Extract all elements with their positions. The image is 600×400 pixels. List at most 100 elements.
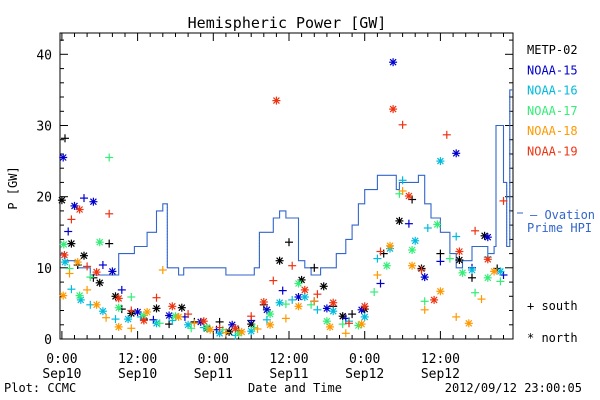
data-point-metp-02	[285, 238, 293, 247]
data-point-noaa-17	[408, 246, 417, 254]
x-tick-time-label: 12:00	[421, 352, 460, 367]
data-point-noaa-17	[281, 300, 290, 309]
data-point-noaa-16	[329, 307, 338, 316]
data-point-noaa-16	[111, 315, 120, 324]
data-point-noaa-19	[259, 298, 268, 306]
data-point-noaa-18	[127, 324, 136, 333]
data-point-noaa-16	[168, 316, 177, 325]
ovation-hpi-line	[60, 89, 513, 276]
legend-item-ovation-hpi-line2: Prime HPI	[527, 221, 592, 235]
data-point-noaa-15	[376, 279, 385, 288]
legend-symbol-north: * north	[527, 331, 578, 345]
legend-item-noaa-16: NOAA-16	[527, 84, 578, 98]
x-tick-date-label: Sep10	[118, 367, 157, 382]
data-point-noaa-18	[464, 319, 473, 328]
data-point-noaa-19	[499, 196, 508, 205]
data-point-noaa-19	[329, 298, 338, 307]
data-point-noaa-19	[231, 324, 240, 333]
data-point-metp-02	[319, 282, 328, 291]
data-point-noaa-19	[114, 294, 123, 303]
data-point-noaa-19	[471, 226, 480, 235]
data-point-noaa-18	[452, 312, 461, 321]
x-tick-time-label: 0:00	[46, 352, 77, 367]
data-point-noaa-17	[483, 273, 492, 282]
data-point-noaa-16	[262, 315, 271, 324]
data-point-noaa-19	[360, 302, 369, 311]
data-point-noaa-18	[477, 295, 486, 304]
data-point-noaa-18	[190, 319, 199, 328]
data-point-noaa-17	[382, 261, 391, 270]
data-point-noaa-17	[59, 240, 68, 249]
data-point-noaa-18	[490, 267, 499, 276]
data-point-noaa-15	[59, 153, 68, 162]
data-point-noaa-15	[278, 286, 287, 295]
data-point-noaa-15	[420, 273, 429, 282]
plot-area	[59, 32, 514, 340]
data-point-noaa-15	[89, 197, 98, 206]
data-point-noaa-19	[105, 209, 114, 218]
x-tick-date-label: Sep10	[42, 367, 81, 382]
data-point-noaa-19	[455, 247, 464, 256]
legend-item-noaa-19: NOAA-19	[527, 145, 578, 159]
data-point-noaa-15	[108, 267, 117, 276]
data-point-noaa-16	[423, 224, 432, 232]
data-point-noaa-18	[341, 329, 350, 338]
data-point-noaa-18	[143, 308, 152, 316]
data-point-noaa-17	[155, 319, 164, 328]
data-point-noaa-17	[127, 293, 136, 301]
x-tick-time-label: 12:00	[118, 352, 157, 367]
data-point-noaa-19	[272, 96, 281, 105]
data-point-noaa-17	[433, 220, 442, 229]
data-point-noaa-18	[266, 320, 275, 329]
x-tick-date-label: Sep11	[269, 367, 308, 382]
data-point-noaa-16	[360, 312, 369, 321]
y-axis: 0 10 20 30 40	[36, 39, 513, 348]
data-point-noaa-18	[114, 322, 123, 331]
data-point-noaa-16	[373, 254, 382, 263]
data-point-noaa-18	[65, 269, 74, 278]
data-point-noaa-15	[436, 257, 445, 266]
data-point-noaa-19	[269, 276, 278, 285]
ovation-hpi-series	[60, 89, 513, 276]
y-tick-label: 0	[44, 333, 52, 348]
data-point-noaa-15	[165, 311, 174, 320]
data-point-noaa-17	[187, 324, 196, 333]
x-tick-time-label: 12:00	[269, 352, 308, 367]
data-point-noaa-19	[404, 192, 413, 200]
data-point-noaa-16	[468, 266, 476, 274]
data-point-noaa-15	[389, 58, 398, 67]
data-point-noaa-19	[389, 105, 398, 114]
data-point-noaa-16	[76, 295, 85, 304]
data-point-noaa-18	[294, 302, 303, 311]
legend-item-ovation-hpi: — Ovation	[530, 208, 595, 222]
data-point-noaa-19	[184, 310, 193, 319]
data-point-noaa-17	[322, 317, 331, 326]
data-point-noaa-17	[445, 254, 454, 263]
data-point-noaa-18	[281, 314, 290, 323]
data-point-noaa-15	[98, 261, 107, 269]
data-point-noaa-15	[262, 305, 271, 314]
data-point-metp-02	[310, 263, 319, 272]
y-tick-label: 40	[36, 48, 52, 63]
data-point-noaa-19	[215, 323, 224, 332]
data-point-noaa-16	[436, 157, 445, 166]
data-point-noaa-19	[152, 293, 161, 302]
data-point-noaa-19	[83, 262, 92, 271]
x-tick-date-label: Sep12	[421, 367, 460, 382]
data-point-noaa-15	[133, 308, 142, 316]
satellite-points	[57, 58, 508, 340]
footer-plot-credit: Plot: CCMC	[4, 381, 76, 395]
data-point-noaa-15	[404, 219, 413, 228]
data-point-metp-02	[225, 327, 234, 336]
data-point-noaa-16	[61, 258, 69, 267]
data-point-noaa-15	[452, 149, 461, 158]
data-point-noaa-15	[80, 194, 88, 203]
y-tick-label: 30	[36, 120, 52, 135]
data-point-noaa-19	[398, 120, 407, 129]
data-point-noaa-16	[67, 285, 76, 294]
data-point-noaa-18	[357, 320, 366, 329]
data-point-metp-02	[436, 249, 445, 258]
x-axis-label: Date and Time	[248, 381, 342, 395]
data-point-noaa-17	[420, 297, 429, 306]
